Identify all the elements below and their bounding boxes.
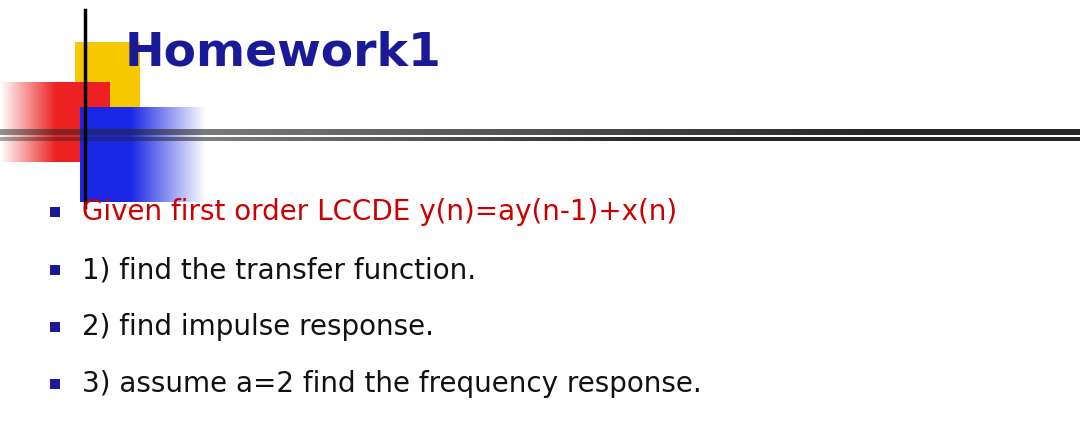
Text: Given first order LCCDE y(n)=ay(n-1)+x(n): Given first order LCCDE y(n)=ay(n-1)+x(n…	[82, 198, 677, 226]
Text: 3) assume a=2 find the frequency response.: 3) assume a=2 find the frequency respons…	[82, 370, 702, 398]
Bar	[75, 42, 140, 107]
Text: 1) find the transfer function.: 1) find the transfer function.	[82, 256, 476, 284]
Bar	[50, 322, 60, 332]
Text: 2) find impulse response.: 2) find impulse response.	[82, 313, 434, 341]
Bar	[50, 379, 60, 389]
Bar	[50, 265, 60, 275]
Text: Homework1: Homework1	[125, 31, 442, 76]
Bar	[50, 207, 60, 217]
